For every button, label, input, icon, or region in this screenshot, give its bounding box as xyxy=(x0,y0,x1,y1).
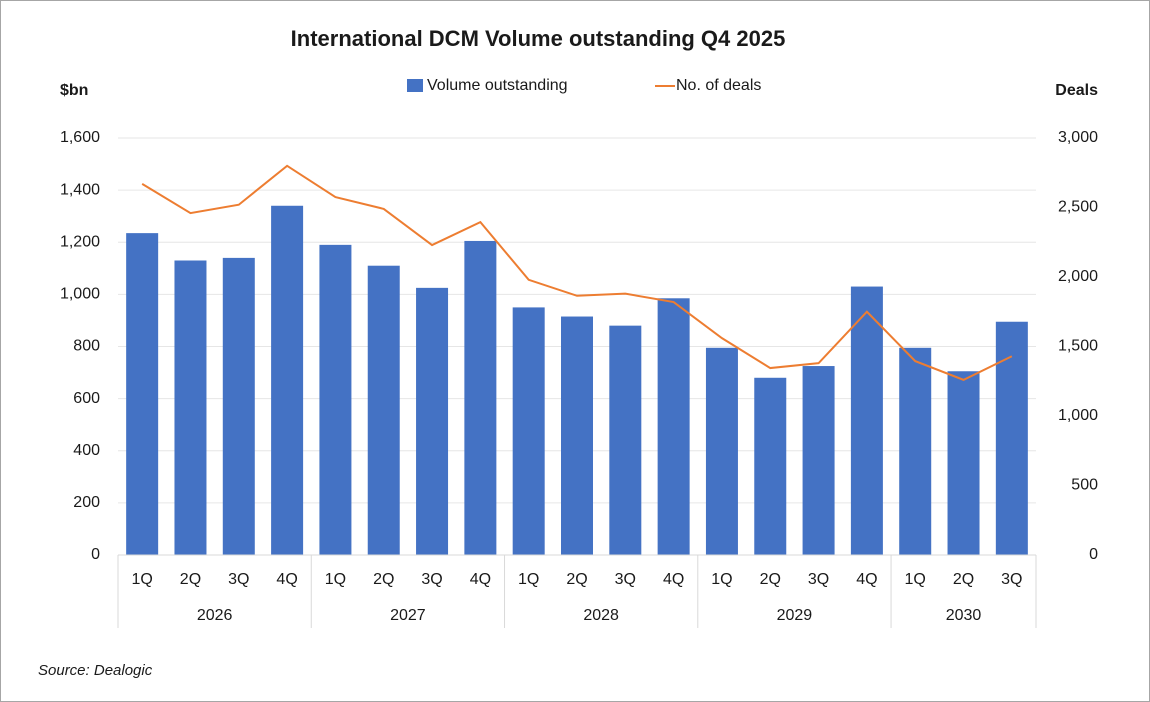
bar xyxy=(416,287,449,555)
bar xyxy=(271,205,304,555)
bar xyxy=(899,347,932,555)
x-tick-label: 1Q xyxy=(905,571,926,588)
y2-tick-label: 2,500 xyxy=(1058,199,1098,216)
bar xyxy=(802,366,835,555)
x-tick-label: 3Q xyxy=(421,571,442,588)
bar xyxy=(705,347,738,555)
x-tick-label: 2Q xyxy=(373,571,394,588)
x-tick-label: 1Q xyxy=(325,571,346,588)
x-tick-label: 4Q xyxy=(470,571,491,588)
bar xyxy=(850,286,883,555)
y-tick-label: 1,200 xyxy=(60,233,100,250)
y-tick-label: 600 xyxy=(73,390,100,407)
x-tick-label: 4Q xyxy=(663,571,684,588)
y-tick-label: 1,000 xyxy=(60,286,100,303)
y-tick-label: 0 xyxy=(91,546,100,563)
x-tick-label: 3Q xyxy=(808,571,829,588)
bar xyxy=(319,244,352,555)
bar xyxy=(464,240,497,555)
bar xyxy=(512,307,545,555)
bar xyxy=(947,371,980,555)
y2-tick-label: 1,500 xyxy=(1058,338,1098,355)
y-axis-title: $bn xyxy=(60,82,88,99)
group-label: 2026 xyxy=(197,607,233,624)
chart-title: International DCM Volume outstanding Q4 … xyxy=(291,26,786,51)
x-tick-label: 1Q xyxy=(518,571,539,588)
legend-swatch xyxy=(407,79,423,92)
y2-tick-label: 2,000 xyxy=(1058,268,1098,285)
y-tick-label: 1,400 xyxy=(60,181,100,198)
y2-tick-label: 1,000 xyxy=(1058,407,1098,424)
x-tick-label: 1Q xyxy=(711,571,732,588)
x-tick-label: 3Q xyxy=(615,571,636,588)
group-label: 2028 xyxy=(583,607,619,624)
bar xyxy=(222,257,255,555)
group-label: 2027 xyxy=(390,607,426,624)
x-tick-label: 2Q xyxy=(180,571,201,588)
bar xyxy=(174,260,207,555)
x-tick-label: 2Q xyxy=(760,571,781,588)
y-tick-label: 200 xyxy=(73,494,100,511)
legend-label: Volume outstanding xyxy=(427,77,568,94)
legend-label: No. of deals xyxy=(676,77,761,94)
y-tick-label: 1,600 xyxy=(60,129,100,146)
x-tick-label: 2Q xyxy=(953,571,974,588)
y2-tick-label: 0 xyxy=(1089,546,1098,563)
y2-tick-label: 3,000 xyxy=(1058,129,1098,146)
y2-axis-title: Deals xyxy=(1055,82,1098,99)
y-tick-label: 800 xyxy=(73,338,100,355)
y2-tick-label: 500 xyxy=(1071,477,1098,494)
bar xyxy=(126,233,159,556)
bar xyxy=(367,265,400,555)
bar xyxy=(561,316,593,555)
x-tick-label: 3Q xyxy=(1001,571,1022,588)
y-tick-label: 400 xyxy=(73,442,100,459)
x-tick-label: 2Q xyxy=(566,571,587,588)
x-tick-label: 4Q xyxy=(856,571,877,588)
group-label: 2030 xyxy=(946,607,982,624)
source-note: Source: Dealogic xyxy=(38,662,153,679)
x-tick-label: 3Q xyxy=(228,571,249,588)
bar xyxy=(609,325,642,555)
bar xyxy=(657,298,690,555)
x-tick-label: 1Q xyxy=(131,571,152,588)
line-series xyxy=(141,164,1013,381)
bar xyxy=(754,377,787,555)
x-tick-label: 4Q xyxy=(276,571,297,588)
group-label: 2029 xyxy=(777,607,813,624)
